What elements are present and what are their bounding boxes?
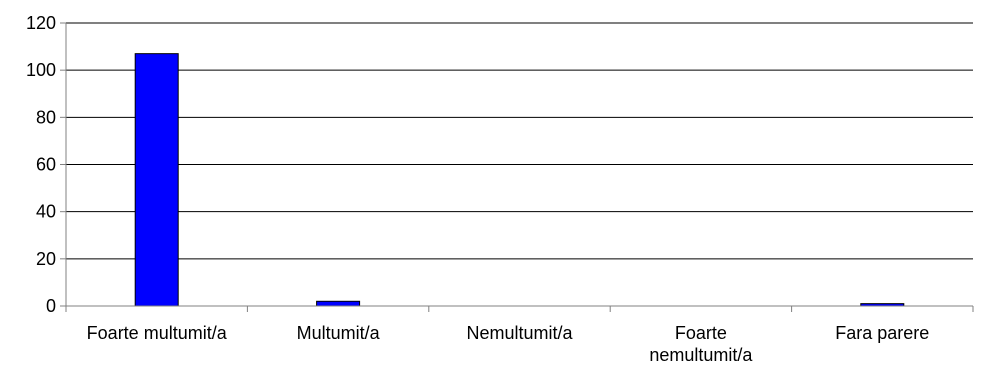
y-tick-label: 80 bbox=[36, 107, 56, 127]
x-category-label-line: Foarte bbox=[675, 323, 727, 343]
x-category-label: Fara parere bbox=[835, 323, 929, 343]
axes bbox=[65, 23, 974, 312]
gridlines bbox=[66, 22, 973, 260]
bar-1 bbox=[316, 300, 361, 307]
y-tick-label: 0 bbox=[46, 296, 56, 316]
y-tick-label: 20 bbox=[36, 249, 56, 269]
y-axis-ticks: 0 20 40 60 80 100 120 bbox=[26, 13, 66, 316]
y-tick-label: 40 bbox=[36, 202, 56, 222]
y-tick-label: 120 bbox=[26, 13, 56, 33]
x-category-label-line: Multumit/a bbox=[297, 323, 381, 343]
y-tick-label: 100 bbox=[26, 60, 56, 80]
bars bbox=[134, 53, 905, 307]
x-category-label: Foarte nemultumit/a bbox=[649, 323, 753, 365]
x-category-label-line: Nemultumit/a bbox=[466, 323, 573, 343]
y-tick-label: 60 bbox=[36, 155, 56, 175]
x-category-label: Nemultumit/a bbox=[466, 323, 573, 343]
x-category-label: Multumit/a bbox=[297, 323, 381, 343]
x-axis-labels: Foarte multumit/a Multumit/a Nemultumit/a F… bbox=[87, 323, 930, 365]
x-category-label-line: Foarte multumit/a bbox=[87, 323, 228, 343]
x-category-label-line: Fara parere bbox=[835, 323, 929, 343]
x-category-label: Foarte multumit/a bbox=[87, 323, 228, 343]
bar-0 bbox=[134, 53, 179, 307]
x-category-label-line: nemultumit/a bbox=[649, 345, 753, 365]
